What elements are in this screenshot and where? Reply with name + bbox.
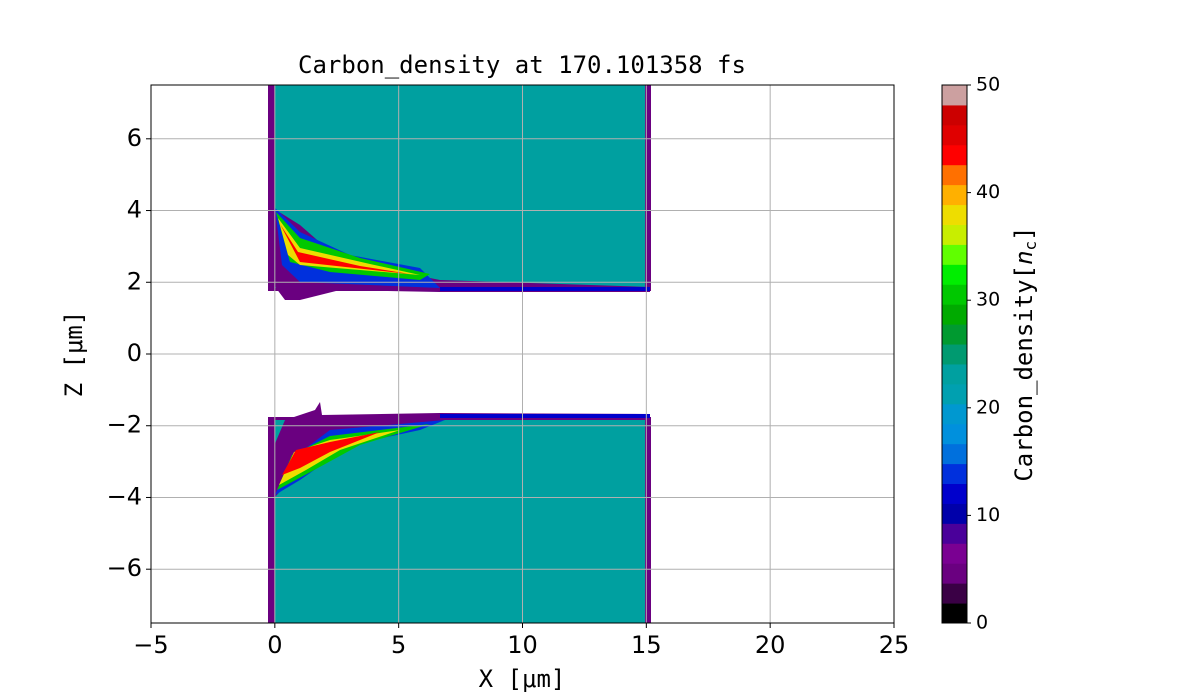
x-tick-label: 20	[755, 631, 786, 659]
colorbar-band	[942, 164, 967, 186]
density-field	[268, 85, 651, 623]
x-tick-label: −5	[133, 631, 168, 659]
colorbar-band	[942, 224, 967, 245]
colorbar-band	[942, 104, 967, 126]
colorbar-band	[942, 204, 967, 225]
colorbar-band	[942, 603, 967, 624]
colorbar-label: Carbon_density[nc]	[1010, 226, 1040, 481]
colorbar-band	[942, 244, 967, 265]
x-tick-label: 10	[507, 631, 538, 659]
colorbar-band	[942, 523, 967, 544]
x-tick-label: 0	[267, 631, 282, 659]
y-tick-label: 2	[127, 267, 142, 295]
x-tick-label: 5	[391, 631, 406, 659]
x-tick-label: 15	[631, 631, 662, 659]
y-tick-label: −2	[107, 411, 142, 439]
field-region	[282, 432, 380, 475]
colorbar-tick-label: 40	[976, 181, 1000, 203]
colorbar-band	[942, 284, 967, 305]
colorbar-label-part: Carbon_density[	[1010, 265, 1038, 482]
colorbar-band	[942, 503, 967, 524]
colorbar-label-part: ]	[1010, 226, 1038, 240]
field-region	[440, 287, 650, 291]
colorbar-tick-label: 0	[976, 612, 988, 634]
colorbar-band	[942, 363, 967, 385]
x-axis-label: X [μm]	[479, 665, 566, 693]
field-region	[280, 224, 410, 274]
y-tick-label: 6	[127, 124, 142, 152]
field-region	[440, 414, 650, 418]
colorbar-band	[942, 383, 967, 405]
colorbar-band	[942, 463, 967, 485]
colorbar-band	[942, 184, 967, 206]
colorbar-band	[942, 85, 967, 106]
colorbar-band	[942, 443, 967, 465]
colorbar-band	[942, 563, 967, 584]
colorbar: 0 10 20 30 40 50	[941, 74, 1000, 634]
colorbar-label-part: c	[1021, 241, 1040, 251]
colorbar-band	[942, 583, 967, 604]
colorbar-band	[942, 264, 967, 285]
grid	[150, 85, 895, 623]
colorbar-band	[942, 344, 967, 365]
field-region	[268, 402, 650, 500]
colorbar-tick-label: 10	[976, 504, 1000, 526]
colorbar-band	[942, 423, 967, 445]
y-tick-label: −4	[107, 482, 142, 510]
colorbar-frame	[941, 84, 968, 624]
colorbar-band	[942, 543, 967, 564]
y-tick-label: 4	[127, 196, 142, 224]
y-tick-label: 0	[127, 339, 142, 367]
colorbar-band	[942, 483, 967, 504]
colorbar-band	[942, 144, 967, 166]
colorbar-band	[942, 324, 967, 345]
colorbar-band	[942, 304, 967, 325]
y-tick-label: −6	[107, 554, 142, 582]
x-tick-label: 25	[879, 631, 910, 659]
colorbar-band	[942, 403, 967, 425]
colorbar-band	[942, 124, 967, 146]
y-axis-label: Z [μm]	[60, 311, 88, 398]
colorbar-tick-label: 30	[976, 289, 1000, 311]
colorbar-tick-label: 50	[976, 74, 1000, 96]
colorbar-label-part: n	[1010, 250, 1038, 264]
colorbar-tick-label: 20	[976, 396, 1000, 418]
chart-title: Carbon_density at 170.101358 fs	[298, 51, 746, 79]
